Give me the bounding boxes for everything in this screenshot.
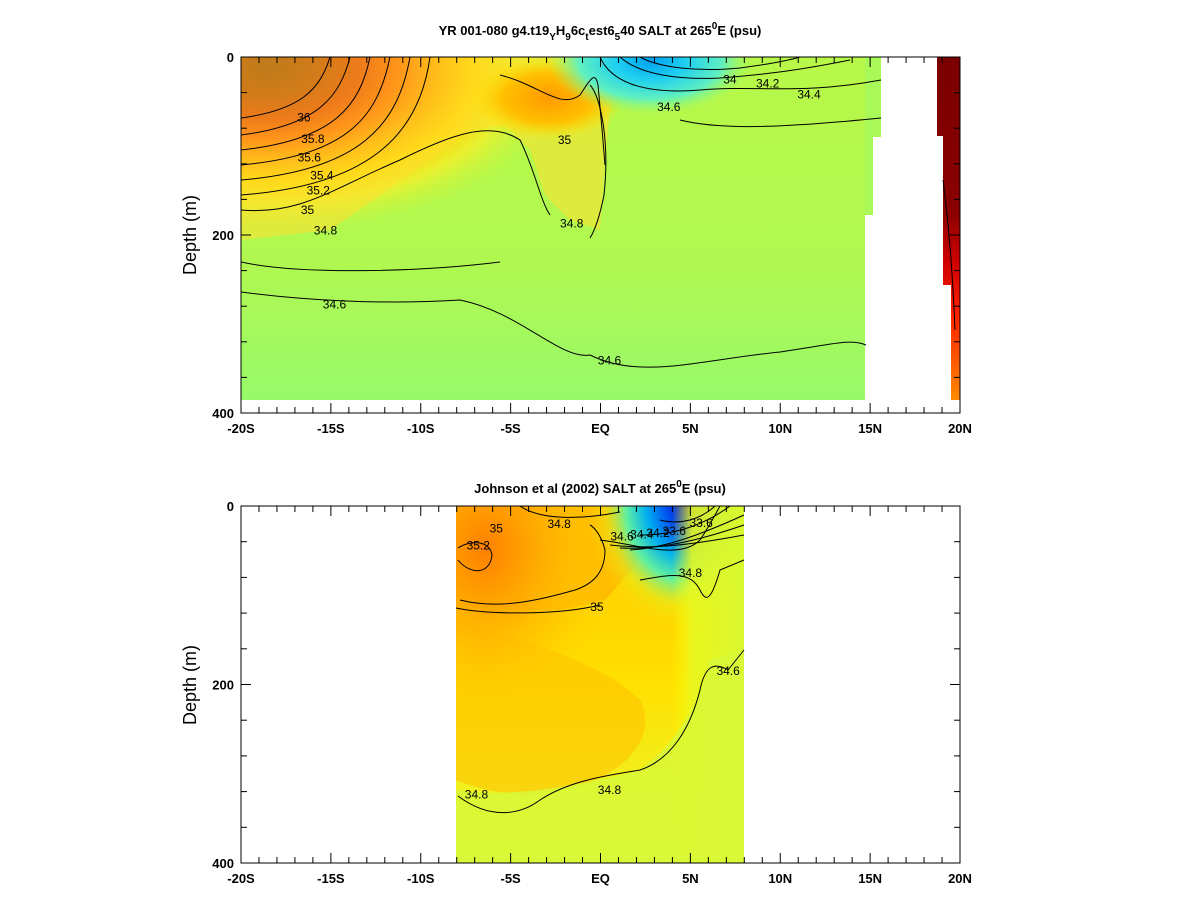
bottom-contours xyxy=(455,506,745,814)
bottom-y-tick-label: 0 xyxy=(227,499,234,514)
bottom-x-tick-label: 15N xyxy=(858,871,882,886)
bottom-x-tick-label: EQ xyxy=(591,871,610,886)
top-contour-label: 35 xyxy=(558,133,572,147)
top-x-tick-label: -15S xyxy=(317,421,345,436)
top-panel: YR 001-080 g4.t19YH96ctest6540 SALT at 2… xyxy=(180,21,972,436)
bottom-x-tick-label: 10N xyxy=(768,871,792,886)
bottom-x-tick-label: -10S xyxy=(407,871,435,886)
top-contour-label: 34 xyxy=(723,72,737,86)
bottom-contour-label: 33.6 xyxy=(663,524,687,538)
bottom-contour-label: 34.8 xyxy=(465,787,489,801)
bottom-contour-label: 34.6 xyxy=(610,529,634,543)
top-axis-marks: -20S -15S -10S -5S EQ 5N 10N 15N 20N 0 200 400 36 35.… xyxy=(212,50,972,436)
bottom-contour-label: 35.2 xyxy=(467,538,491,552)
top-contour-label: 34.6 xyxy=(657,100,681,114)
bottom-salinity-field xyxy=(455,506,745,863)
bottom-panel: Johnson et al (2002) SALT at 2650E (psu) xyxy=(180,479,972,886)
bottom-panel-title: Johnson et al (2002) SALT at 2650E (psu) xyxy=(474,479,726,496)
top-contour-label: 35.8 xyxy=(301,132,325,146)
top-y-tick-label: 200 xyxy=(212,228,234,243)
bottom-contour-label: 34.8 xyxy=(598,783,622,797)
top-salinity-field xyxy=(241,57,960,413)
bottom-axis-marks: -20S -15S -10S -5S EQ 5N 10N 15N 20N 0 200 400 35 34.… xyxy=(212,499,972,886)
top-y-tick-label: 0 xyxy=(227,50,234,65)
top-contour-label: 34.2 xyxy=(756,77,780,91)
bottom-contour-label: 34.4 xyxy=(630,528,654,542)
top-contour-label: 35.4 xyxy=(310,168,334,182)
bottom-x-tick-label: 20N xyxy=(948,871,972,886)
bottom-x-tick-label: -20S xyxy=(227,871,255,886)
bottom-y-tick-label: 200 xyxy=(212,678,234,693)
top-x-tick-label: -5S xyxy=(501,421,522,436)
top-contour-label: 35.6 xyxy=(298,151,322,165)
top-x-tick-label: 20N xyxy=(948,421,972,436)
top-x-tick-label: 15N xyxy=(858,421,882,436)
top-contour-label: 34.6 xyxy=(323,297,347,311)
top-contour-label: 34.8 xyxy=(314,224,338,238)
top-x-tick-label: 10N xyxy=(768,421,792,436)
bottom-y-axis-label: Depth (m) xyxy=(180,645,200,725)
top-contour-label: 34.4 xyxy=(797,87,821,101)
top-contours xyxy=(241,57,956,368)
top-x-tick-label: -10S xyxy=(407,421,435,436)
bottom-contour-label: 35 xyxy=(490,521,504,535)
top-contour-label: 36 xyxy=(297,111,311,125)
bottom-x-tick-label: -5S xyxy=(501,871,522,886)
bottom-contour-label: 34.2 xyxy=(646,526,670,540)
bottom-contour-label: 34.8 xyxy=(547,517,571,531)
bottom-contour-label: 34.8 xyxy=(679,566,703,580)
bottom-contour-label: 34.6 xyxy=(716,664,740,678)
top-contour-label: 34.8 xyxy=(560,216,584,230)
top-contour-label: 34.6 xyxy=(598,353,622,367)
bottom-x-tick-label: -15S xyxy=(317,871,345,886)
bottom-contour-label: 33.6 xyxy=(689,516,713,530)
top-contour-label: 35 xyxy=(301,203,315,217)
top-x-tick-label: 5N xyxy=(682,421,699,436)
bottom-contour-label: 35 xyxy=(590,600,604,614)
bottom-y-tick-label: 400 xyxy=(212,856,234,871)
top-y-axis-label: Depth (m) xyxy=(180,195,200,275)
top-x-tick-label: -20S xyxy=(227,421,255,436)
top-y-tick-label: 400 xyxy=(212,406,234,421)
top-x-tick-label: EQ xyxy=(591,421,610,436)
top-contour-label: 35.2 xyxy=(307,184,331,198)
top-panel-title: YR 001-080 g4.t19YH96ctest6540 SALT at 2… xyxy=(439,21,762,43)
bottom-x-tick-label: 5N xyxy=(682,871,699,886)
